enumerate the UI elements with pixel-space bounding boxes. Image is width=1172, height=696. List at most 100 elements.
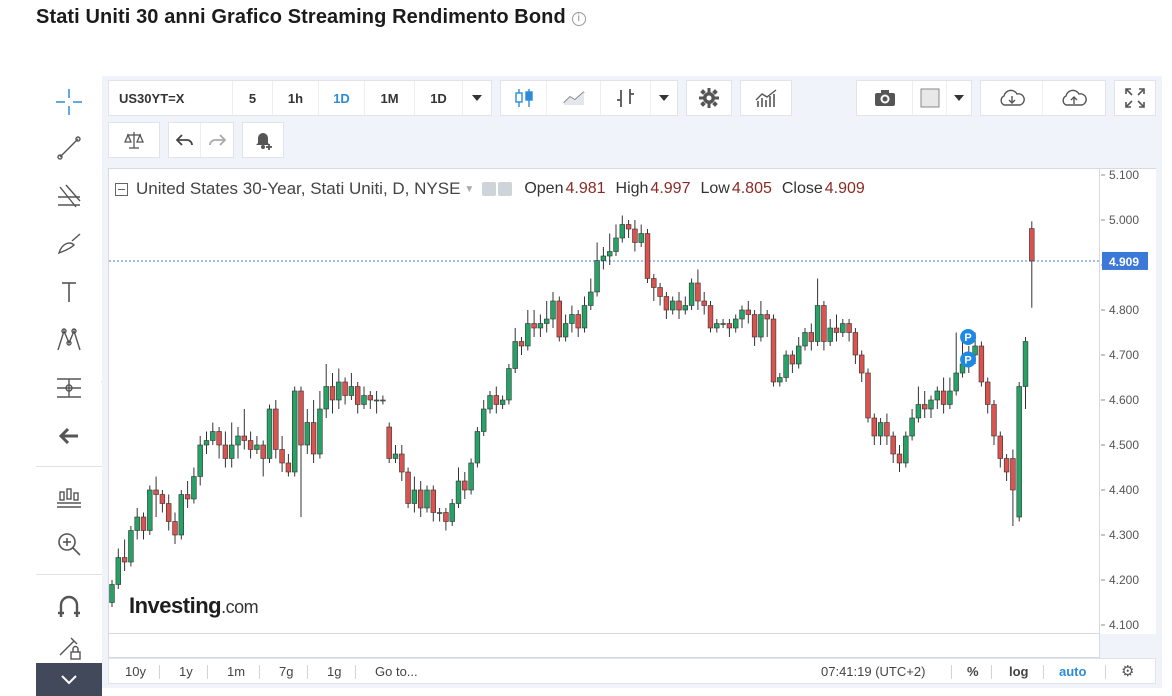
color-box-icon[interactable] (913, 81, 947, 115)
candle-body (852, 332, 859, 356)
range-1y-button[interactable]: 1y (179, 664, 193, 679)
chart-type-group (500, 80, 678, 116)
compare-scale-icon[interactable] (109, 123, 159, 157)
marker-p-icon (960, 329, 977, 345)
candle-body (153, 489, 159, 495)
candle-body (625, 224, 632, 230)
candle-body (619, 224, 625, 239)
legend-settings-icon[interactable] (498, 182, 513, 196)
legend-open-value: 4.981 (565, 180, 606, 197)
legend-collapse-icon[interactable] (115, 182, 128, 196)
legend-visibility-icon[interactable] (482, 182, 497, 196)
range-1g-button[interactable]: 1g (327, 664, 342, 679)
magnet-icon[interactable] (36, 586, 102, 626)
candle-body (184, 494, 191, 500)
candle-body (449, 503, 455, 522)
range-7g-button[interactable]: 7g (279, 664, 294, 679)
redo-icon[interactable] (201, 123, 233, 157)
lock-draw-icon[interactable] (36, 628, 102, 668)
bar-chart-icon[interactable] (601, 81, 651, 115)
alert-add-icon[interactable] (243, 123, 283, 157)
page-title: Stati Uniti 30 anni Grafico Streaming Re… (36, 6, 586, 29)
cloud-upload-icon[interactable] (1043, 81, 1105, 115)
log-toggle[interactable]: log (1009, 664, 1029, 679)
back-arrow-icon[interactable] (36, 416, 102, 456)
x-axis[interactable] (108, 634, 1100, 658)
last-price-badge (1102, 251, 1148, 270)
chart-area[interactable]: PP5.1005.0004.9004.8004.7004.6004.5004.4… (108, 168, 1148, 654)
line-chart-icon[interactable] (547, 81, 601, 115)
indicators-icon[interactable] (741, 81, 791, 115)
candle-body (455, 480, 462, 504)
logo-brand: Investing (129, 593, 222, 618)
logo-suffix: .com (221, 597, 259, 617)
symbol-input[interactable]: US30YT=X (109, 81, 233, 115)
candle-body (260, 444, 266, 459)
cloud-download-icon[interactable] (981, 81, 1043, 115)
interval-1d-button[interactable]: 1D (319, 81, 365, 115)
auto-toggle[interactable]: auto (1059, 664, 1087, 679)
candle-body (606, 251, 613, 257)
candle-body (147, 489, 153, 531)
candle-body (386, 426, 392, 459)
interval-1h-button[interactable]: 1h (273, 81, 319, 115)
interval-1m-button[interactable]: 1M (365, 81, 415, 115)
indicators-group (740, 80, 792, 116)
candle-body (676, 300, 682, 311)
trend-line-icon[interactable] (36, 128, 102, 168)
crosshair-icon[interactable] (36, 82, 102, 122)
candle-body (512, 341, 518, 369)
bottom-settings-icon[interactable]: ⚙ (1121, 662, 1135, 680)
interval-5-button[interactable]: 5 (233, 81, 273, 115)
pattern-icon[interactable] (36, 320, 102, 360)
candle-body (569, 314, 575, 324)
range-10y-button[interactable]: 10y (125, 664, 146, 679)
fib-icon[interactable] (36, 176, 102, 216)
candle-body (821, 305, 827, 342)
candle-body (361, 395, 367, 405)
bottom-bar: 10y 1y 1m 7g 1g Go to... 07:41:19 (UTC+2… (108, 658, 1156, 684)
range-select[interactable]: 1D (415, 81, 463, 115)
candle-body (827, 327, 833, 342)
range-dropdown-icon[interactable] (463, 81, 491, 115)
candles-icon[interactable] (501, 81, 547, 115)
candle-body (556, 300, 562, 338)
legend-caret-icon[interactable]: ▼ (464, 183, 475, 195)
info-icon[interactable]: i (571, 12, 586, 26)
y-axis[interactable] (1100, 168, 1156, 634)
zoom-in-icon[interactable] (36, 524, 102, 564)
candle-body (745, 309, 752, 315)
candle-body (638, 233, 644, 243)
text-icon[interactable] (36, 272, 102, 312)
range-1m-button[interactable]: 1m (227, 664, 246, 679)
candle-body (109, 584, 115, 603)
candle-body (600, 255, 607, 261)
candle-body (367, 395, 373, 401)
expand-down-icon[interactable] (36, 663, 102, 696)
multi-chart-icon[interactable] (36, 478, 102, 518)
percent-toggle[interactable]: % (967, 664, 979, 679)
candle-body (373, 399, 380, 402)
measure-icon[interactable] (36, 368, 102, 408)
legend-high-value: 4.997 (650, 180, 691, 197)
candle-body (1022, 341, 1029, 387)
candle-body (1029, 228, 1035, 262)
goto-button[interactable]: Go to... (375, 664, 418, 679)
candle-body (814, 305, 821, 342)
alert-group (242, 122, 284, 158)
gear-icon[interactable] (687, 81, 731, 115)
candle-body (789, 354, 796, 365)
undo-icon[interactable] (169, 123, 201, 157)
candle-body (323, 386, 329, 410)
candle-body (392, 453, 399, 459)
camera-icon[interactable] (857, 81, 913, 115)
candle-body (833, 327, 840, 333)
candle-body (562, 323, 569, 338)
candle-body (991, 404, 997, 437)
color-dropdown-icon[interactable] (947, 81, 971, 115)
brush-icon[interactable] (36, 224, 102, 264)
candle-body (884, 422, 890, 437)
settings-group (686, 80, 732, 116)
fullscreen-icon[interactable] (1115, 81, 1155, 115)
chart-type-dropdown-icon[interactable] (651, 81, 677, 115)
